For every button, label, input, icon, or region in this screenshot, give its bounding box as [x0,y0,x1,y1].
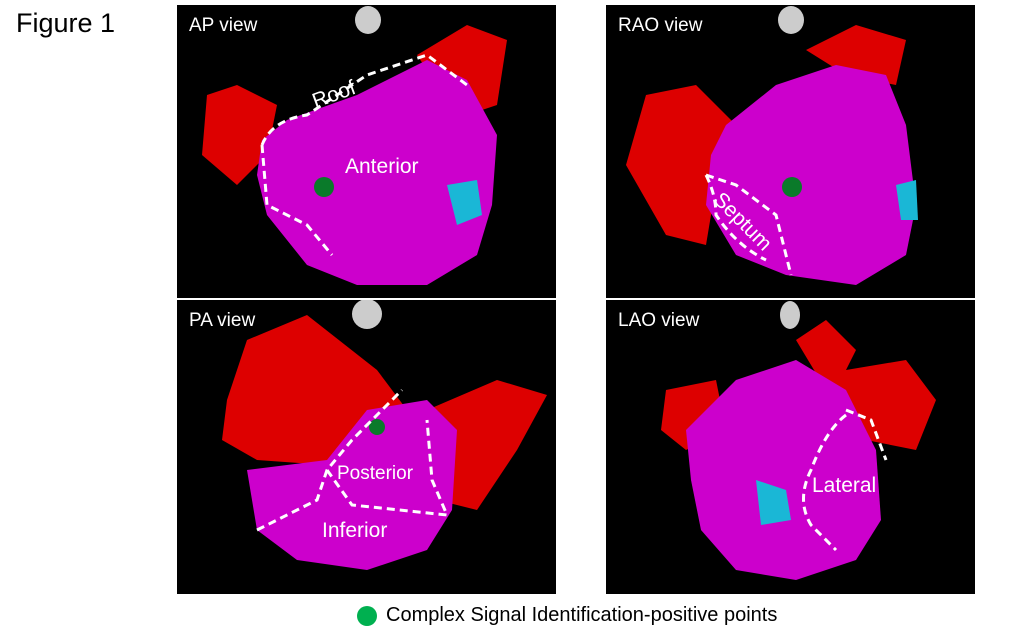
view-label: RAO view [618,15,703,36]
panel-rao-view: RAO view Septum [606,5,975,298]
view-label: PA view [189,310,256,331]
ap-map-image [202,6,507,285]
rao-map-image [626,6,918,285]
legend-label: Complex Signal Identification-positive p… [386,604,778,626]
panel-ap-view: AP view Roof Anterior [177,5,556,298]
region-label-inferior: Inferior [322,519,388,542]
legend: Complex Signal Identification-positive p… [357,604,777,627]
figure-title: Figure 1 [16,8,116,38]
view-label: AP view [189,15,258,36]
region-label-posterior: Posterior [337,463,414,484]
pa-map-image [222,300,547,570]
region-label-lateral: Lateral [812,474,877,497]
panel-lao-view: LAO view Lateral [606,300,975,594]
lao-map-image [661,301,936,580]
panel-pa-view: PA view Posterior Inferior [177,300,556,594]
region-label-anterior: Anterior [345,155,419,178]
view-label: LAO view [618,310,700,331]
green-dot-icon [357,605,377,626]
